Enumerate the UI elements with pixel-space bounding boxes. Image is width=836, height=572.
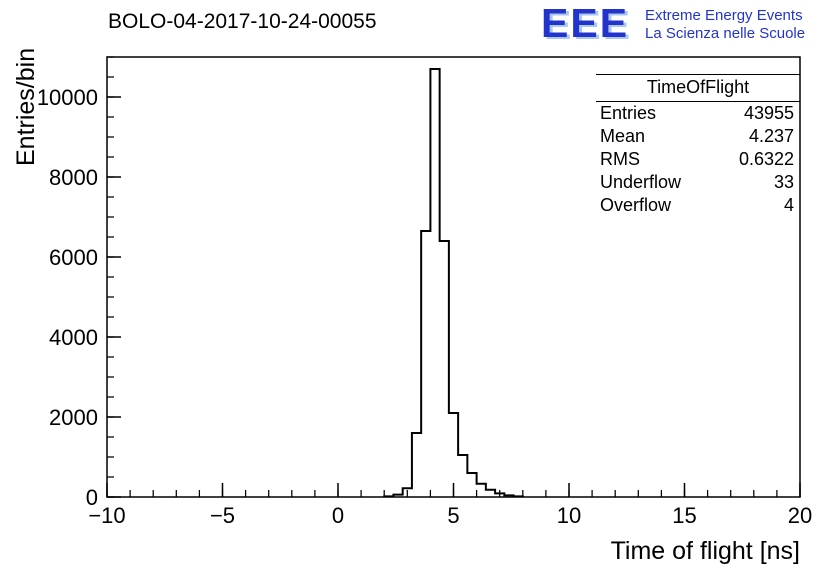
- stats-box-title: TimeOfFlight: [596, 75, 800, 102]
- x-axis-title: Time of flight [ns]: [610, 537, 800, 565]
- stats-label: RMS: [600, 149, 640, 169]
- eee-logo-text: Extreme Energy Events La Scienza nelle S…: [645, 7, 805, 43]
- stats-row: Overflow 4: [596, 194, 800, 217]
- stats-label: Entries: [600, 103, 657, 123]
- y-tick-label: 0: [86, 485, 98, 510]
- stats-label: Mean: [600, 126, 646, 146]
- x-tick-label: 15: [672, 503, 696, 528]
- eee-logo: EEE: [541, 0, 630, 46]
- y-tick-label: 4000: [49, 325, 98, 350]
- stats-row: Mean 4.237: [596, 125, 800, 148]
- x-tick-label: 0: [332, 503, 344, 528]
- x-tick-label: 20: [788, 503, 812, 528]
- eee-logo-line2: La Scienza nelle Scuole: [645, 25, 806, 42]
- stats-row: RMS 0.6322: [596, 148, 800, 171]
- x-tick-label: 10: [557, 503, 581, 528]
- stats-label: Underflow: [600, 172, 682, 192]
- x-tick-label: −10: [88, 503, 125, 528]
- stats-row: Entries 43955: [596, 102, 800, 125]
- y-tick-label: 2000: [49, 405, 98, 430]
- stats-box: TimeOfFlight Entries 43955 Mean 4.237 RM…: [596, 74, 800, 217]
- eee-logo-line1: Extreme Energy Events: [645, 7, 803, 24]
- stats-value: 0.6322: [738, 149, 794, 169]
- stats-value: 4.237: [748, 126, 794, 146]
- x-tick-label: 5: [447, 503, 459, 528]
- plot-title: BOLO-04-2017-10-24-00055: [108, 10, 377, 33]
- stats-value: 4: [783, 195, 794, 215]
- y-tick-label: 6000: [49, 245, 98, 270]
- stats-row: Underflow 33: [596, 171, 800, 194]
- stats-value: 33: [773, 172, 794, 192]
- y-tick-label: 8000: [49, 165, 98, 190]
- stats-value: 43955: [743, 103, 794, 123]
- x-tick-label: −5: [210, 503, 235, 528]
- y-axis-title: Entries/bin: [12, 47, 40, 166]
- histogram-outline: [383, 68, 524, 498]
- stats-label: Overflow: [600, 195, 672, 215]
- y-tick-label: 10000: [37, 85, 98, 110]
